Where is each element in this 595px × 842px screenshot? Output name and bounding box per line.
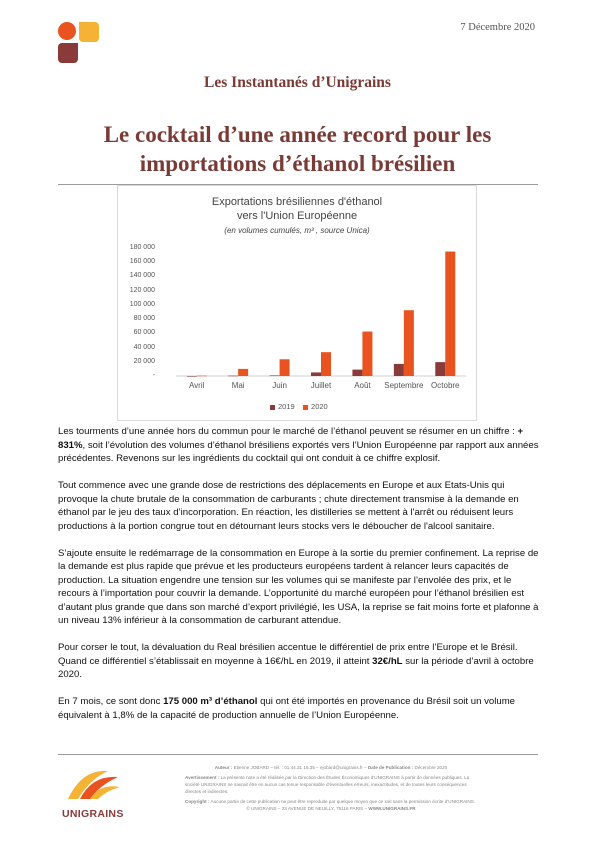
y-tick-label: 40 000 xyxy=(133,343,155,351)
bar-2019-octobre xyxy=(435,362,446,376)
bar-2020-juin xyxy=(279,359,290,376)
footer: Auteur : Etienne JOBARD – tél. : 01.44.3… xyxy=(185,764,477,812)
x-tick-label: Octobre xyxy=(431,381,460,390)
bar-2019-septembre xyxy=(393,363,404,376)
logo-square-maroon xyxy=(58,43,78,63)
bar-2020-mai xyxy=(238,368,249,376)
legend-label-2019: 2019 xyxy=(278,402,295,411)
logo-circle-orange xyxy=(58,22,76,40)
chart-container: Exportations brésiliennes d'éthanol vers… xyxy=(117,185,477,421)
bar-plot xyxy=(176,251,466,377)
paragraph-2: Tout commence avec une grande dose de re… xyxy=(58,480,519,532)
bar-2020-juillet xyxy=(321,352,331,376)
footer-author: Auteur : Etienne JOBARD – tél. : 01.44.3… xyxy=(185,764,477,771)
chart-title-line-2: vers l'Union Européenne xyxy=(236,210,358,222)
p1-highlight: + 831% xyxy=(58,426,524,451)
y-axis: 180 000 160 000 140 000 120 000 100 000 80 00… xyxy=(118,186,158,420)
publication-date: 7 Décembre 2020 xyxy=(460,22,535,33)
chart-subtitle: (en volumes cumulés, m³ , source Unica) xyxy=(224,226,370,235)
y-tick-label: 100 000 xyxy=(129,300,155,308)
legend-label-2020: 2020 xyxy=(311,402,328,411)
bar-2019-août xyxy=(352,369,363,376)
paragraph-3: S’ajoute ensuite le redémarrage de la co… xyxy=(58,547,539,627)
pub-label: Date de Publication : xyxy=(367,765,414,770)
site-link: WWW.UNIGRAINS.FR xyxy=(368,806,416,811)
x-tick-label: Juillet xyxy=(310,381,332,390)
x-tick-label: Septembre xyxy=(384,381,424,390)
title-divider xyxy=(58,184,538,185)
y-tick-label: - xyxy=(152,372,155,379)
copy-label: Copyright : xyxy=(185,799,210,804)
paragraph-1: Les tourments d’une année hors du commun… xyxy=(58,425,542,466)
bar-2020-août xyxy=(362,331,373,376)
footer-address: © UNIGRAINS – 23 AVENUE DE NEUILLY, 7511… xyxy=(185,805,477,812)
bar-2019-mai xyxy=(228,375,239,377)
y-tick-label: 120 000 xyxy=(129,286,155,294)
warn-text: La présente note a été réalisée par la D… xyxy=(185,775,470,794)
address-text: © UNIGRAINS – 23 AVENUE DE NEUILLY, 7511… xyxy=(246,806,368,811)
series-title: Les Instantanés d’Unigrains xyxy=(204,74,391,91)
logo-wordmark: UNIGRAINS xyxy=(62,808,124,820)
chart-title-line-1: Exportations brésiliennes d'éthanol xyxy=(211,196,383,208)
pub-text: Décembre 2020 xyxy=(414,765,448,770)
bar-2019-avril xyxy=(186,376,197,377)
footer-copyright: Copyright : Aucune partie de cette publi… xyxy=(185,798,477,805)
author-text: Etienne JOBARD – tél. : 01.44.31 16.35 –… xyxy=(233,765,367,770)
title-line-2: importations d’éthanol brésilien xyxy=(139,151,456,176)
page-title: Le cocktail d’une année record pour les … xyxy=(60,120,535,178)
paragraph-4: Pour corser le tout, la dévaluation du R… xyxy=(58,641,542,682)
y-tick-label: 180 000 xyxy=(129,244,155,251)
x-tick-label: Mai xyxy=(231,381,245,390)
bar-2019-juin xyxy=(269,375,280,377)
bar-2020-avril xyxy=(196,375,207,377)
warn-label: Avertissement : xyxy=(185,775,220,780)
legend-swatch-2019 xyxy=(270,404,275,410)
p4-highlight: 32€/hL xyxy=(372,655,403,667)
p4-text-a: Pour corser le tout, la dévaluation du R… xyxy=(58,642,518,667)
logo-square-yellow xyxy=(79,22,99,42)
p1-text-c: , soit l’évolution des volumes d’éthanol… xyxy=(58,439,539,465)
x-tick-label: Août xyxy=(354,381,371,390)
title-line-1: Le cocktail d’une année record pour les xyxy=(103,122,492,147)
y-tick-label: 20 000 xyxy=(133,357,155,365)
p4-text-c: sur la période d’avril à octobre 2020. xyxy=(58,655,534,681)
x-tick-label: Juin xyxy=(272,381,287,390)
bar-2019-juillet xyxy=(311,372,321,376)
copy-text: Aucune partie de cette publication ne pe… xyxy=(210,799,476,804)
legend: 2019 2020 xyxy=(270,402,328,411)
bar-2020-septembre xyxy=(403,310,414,376)
author-label: Auteur : xyxy=(214,765,233,770)
p5-text-c: qui ont été importés en provenance du Br… xyxy=(58,696,516,721)
unigrains-logo-bottom: UNIGRAINS xyxy=(62,765,124,820)
y-tick-label: 160 000 xyxy=(129,258,155,266)
bar-2020-octobre xyxy=(445,251,456,376)
y-tick-label: 140 000 xyxy=(129,272,155,280)
legend-swatch-2020 xyxy=(303,404,309,410)
article-body: Les tourments d’une année hors du commun… xyxy=(58,425,542,736)
x-tick-label: Avril xyxy=(188,381,205,390)
paragraph-5: En 7 mois, ce sont donc 175 000 m³ d’éth… xyxy=(58,695,542,722)
wheat-icon xyxy=(68,770,120,799)
y-tick-label: 60 000 xyxy=(133,329,155,337)
footer-divider xyxy=(58,754,538,755)
p5-highlight: 175 000 m³ d’éthanol xyxy=(163,696,258,707)
p1-text-a: Les tourments d’une année hors du commun… xyxy=(58,426,518,437)
y-tick-label: 80 000 xyxy=(133,315,155,323)
footer-warning: Avertissement : La présente note a été r… xyxy=(185,774,477,795)
p5-text-a: En 7 mois, ce sont donc xyxy=(58,696,164,707)
